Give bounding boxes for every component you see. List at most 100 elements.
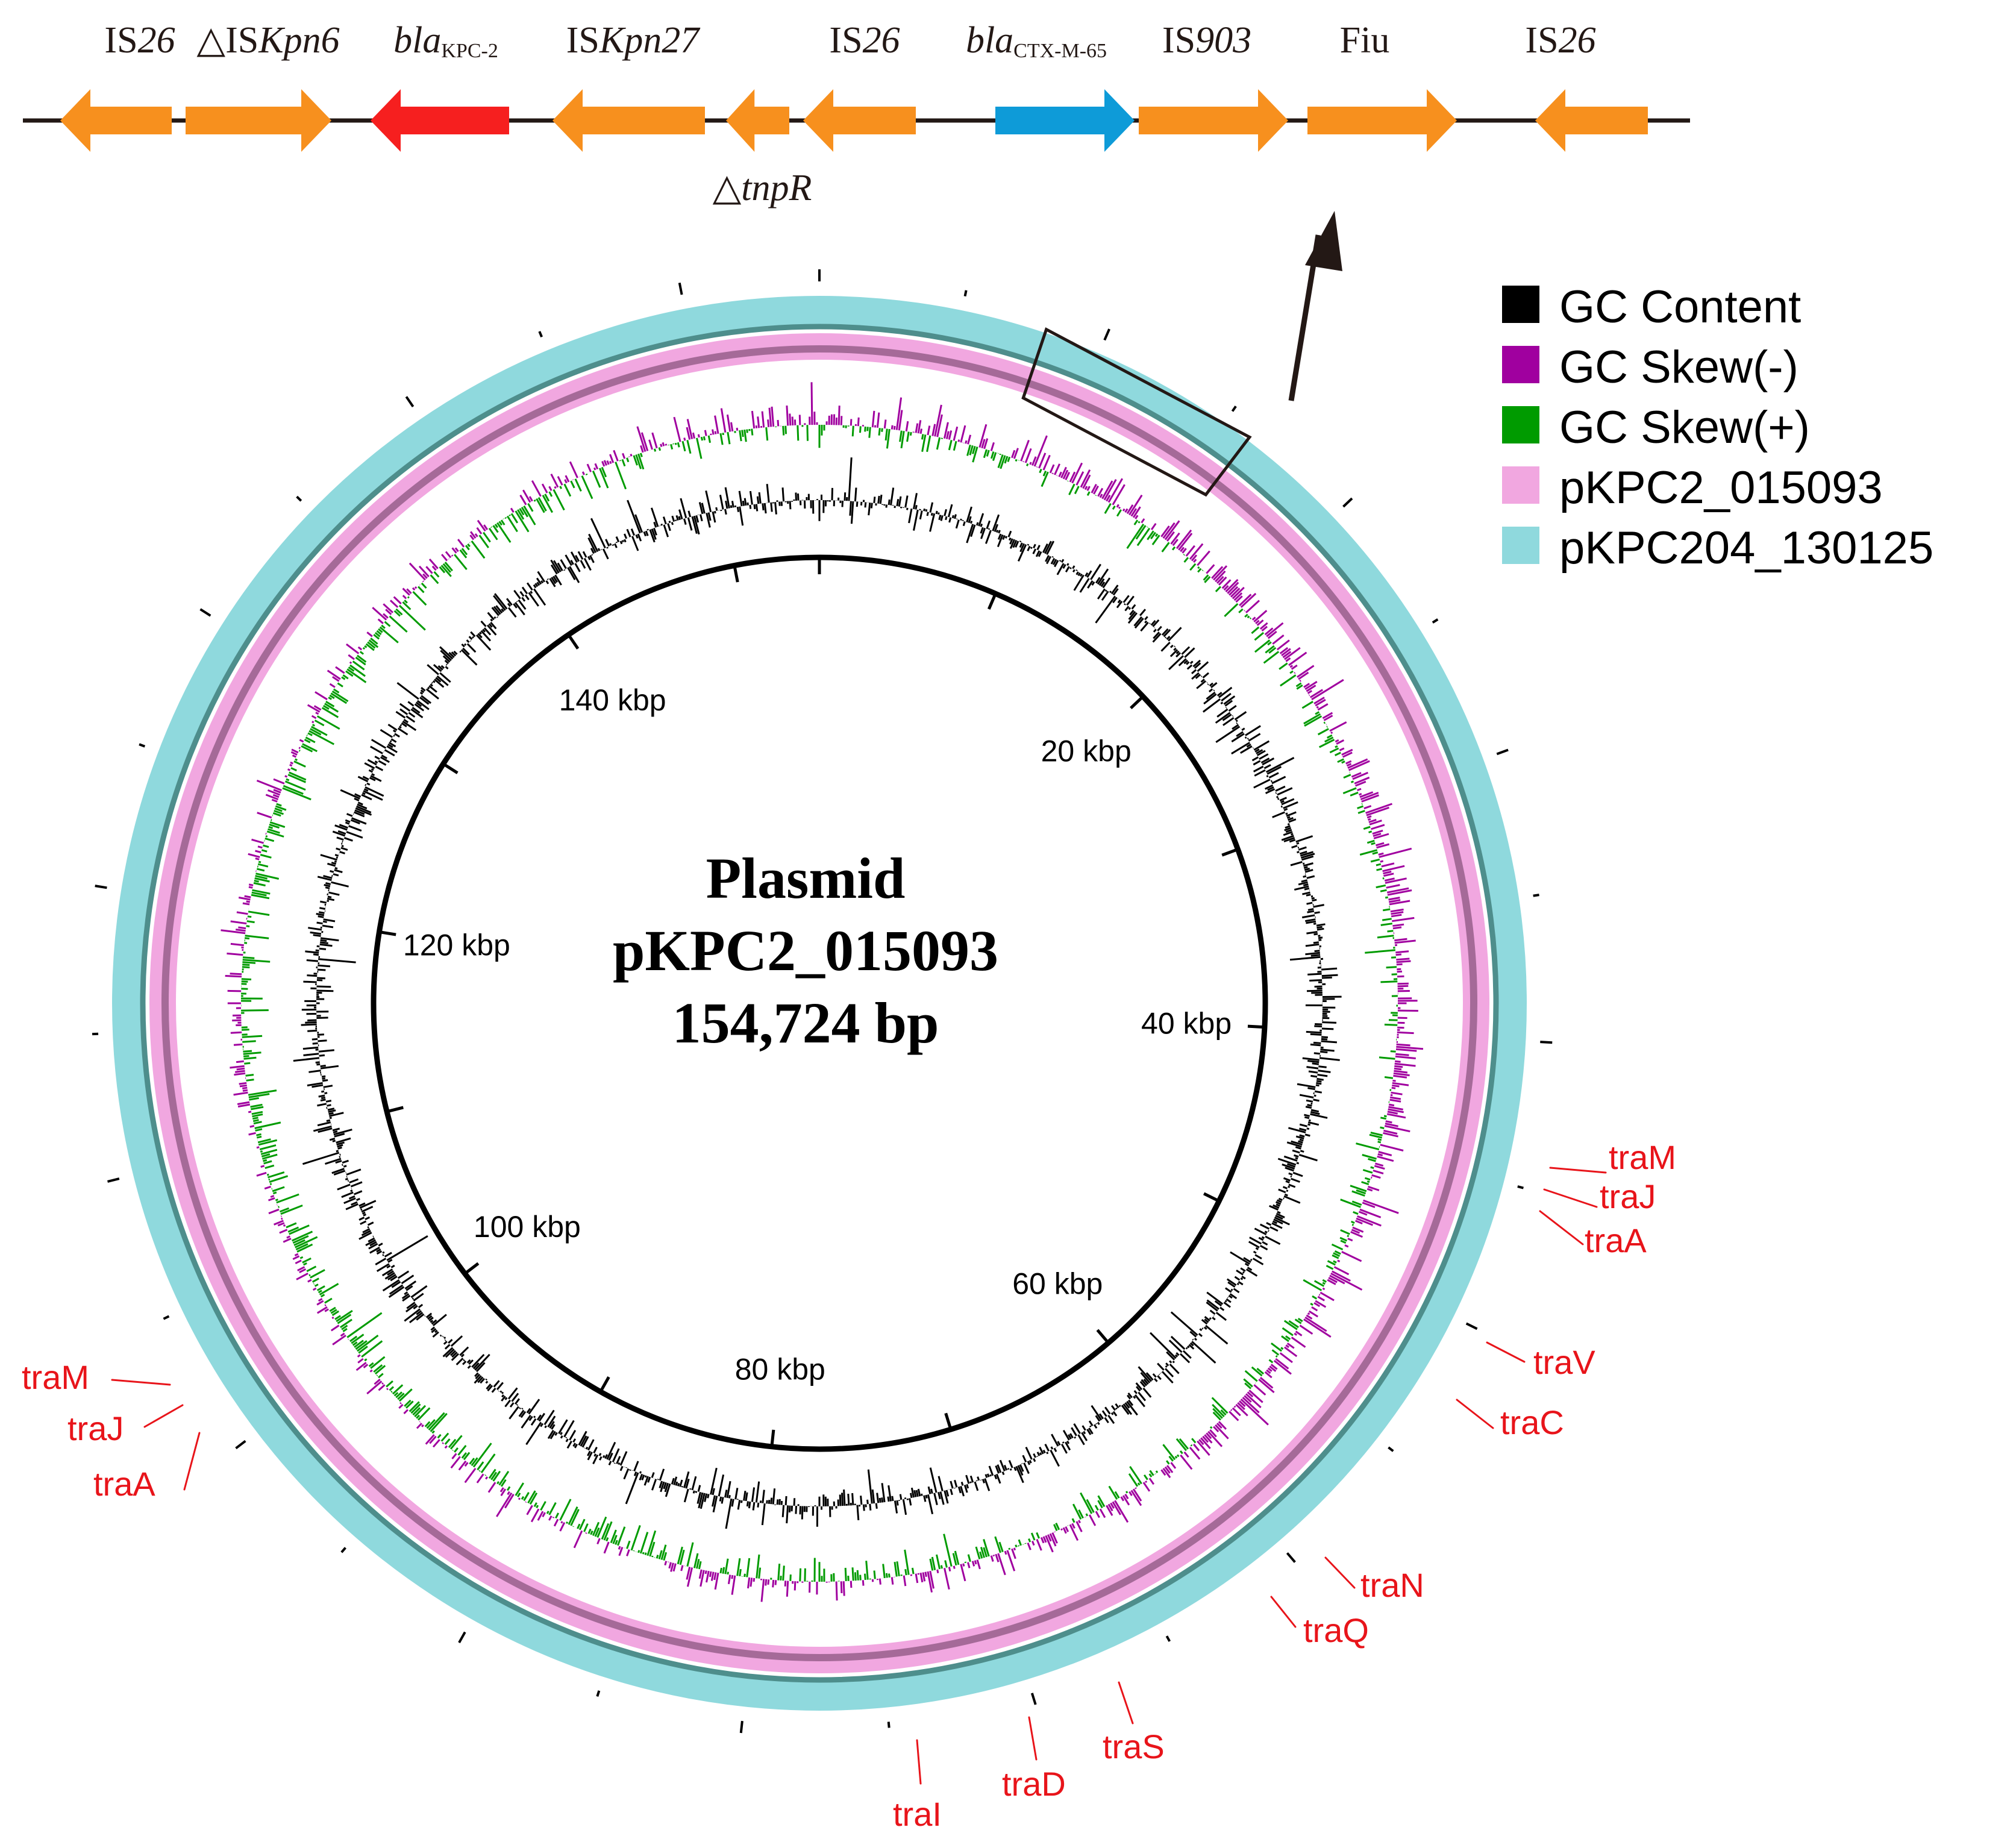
- outer-tick: [107, 1177, 120, 1183]
- tra-label-trA-right: traA: [1585, 1221, 1647, 1259]
- linear-gene-map: IS26 △ISKpn6 blaKPC-2 ISKpn27 △tnpR IS26…: [23, 20, 1690, 208]
- plasmid-title-line2: pKPC2_015093: [613, 918, 998, 983]
- gene-label-tnpr: △tnpR: [713, 168, 812, 208]
- inner-tick: [599, 1376, 610, 1393]
- gene-arrow-2: [371, 89, 509, 152]
- gene-label-iskpn6: △ISKpn6: [196, 20, 339, 61]
- gene-arrow-6: [995, 89, 1135, 152]
- tra-label-trV: traV: [1533, 1343, 1595, 1381]
- gene-label-is26-3: IS26: [1525, 20, 1595, 61]
- inner-tick: [567, 633, 580, 650]
- inner-tick: [733, 565, 739, 583]
- legend-swatch-gc-content: [1502, 286, 1539, 323]
- inner-tick: [770, 1429, 775, 1447]
- tra-label-trJ-left: traJ: [67, 1409, 124, 1447]
- outer-tick: [199, 608, 211, 617]
- inner-tick: [442, 762, 459, 774]
- outer-tick: [1030, 1693, 1037, 1705]
- outer-ticks: [92, 269, 1553, 1734]
- highlight-box: [1021, 327, 1252, 497]
- gc-skew-negative-series: [221, 382, 1424, 1602]
- scale-label-140kbp: 140 kbp: [559, 683, 666, 717]
- gene-label-is26-1: IS26: [104, 20, 175, 61]
- scale-label-80kbp: 80 kbp: [735, 1353, 825, 1386]
- gc-skew-positive-series: [240, 424, 1398, 1582]
- outer-tick: [296, 495, 302, 502]
- circular-map: 20 kbp 40 kbp 60 kbp 80 kbp 100 kbp 120 kbp 14…: [92, 211, 1553, 1734]
- tra-label-trD: traD: [1002, 1765, 1066, 1803]
- outer-tick: [1517, 1185, 1524, 1189]
- inner-tick: [1221, 848, 1239, 857]
- gene-arrow-8: [1307, 89, 1457, 152]
- legend-swatch-gc-skew-pos: [1502, 406, 1539, 443]
- scale-label-20kbp: 20 kbp: [1041, 734, 1132, 768]
- outer-tick: [235, 1440, 246, 1450]
- outer-tick: [1496, 748, 1509, 756]
- gc-content-series: [293, 457, 1342, 1529]
- gene-arrow-9: [1535, 89, 1648, 152]
- legend-swatch-pkpc204: [1502, 527, 1539, 564]
- gene-arrow-3: [553, 89, 705, 152]
- legend-swatch-pkpc2: [1502, 466, 1539, 504]
- inner-tick: [1130, 695, 1144, 710]
- inner-tick: [1247, 1024, 1265, 1029]
- plasmid-title-line3: 154,724 bp: [672, 991, 939, 1055]
- inner-tick: [944, 1412, 953, 1430]
- gene-label-blactxm65: blaCTX-M-65: [966, 20, 1107, 62]
- tra-label-trN: traN: [1360, 1566, 1424, 1604]
- legend-label-gc-skew-neg: GC Skew(-): [1559, 342, 1798, 393]
- tra-label-trI: traI: [893, 1795, 942, 1833]
- gc-content-track: [293, 457, 1342, 1529]
- scale-label-100kbp: 100 kbp: [474, 1210, 581, 1244]
- gene-label-iskpn27: ISKpn27: [566, 20, 701, 61]
- tra-label-trM-left: traM: [22, 1358, 89, 1396]
- ring-pkpc2-inner-band: [161, 345, 1477, 1661]
- tra-label-trM-right: traM: [1609, 1138, 1676, 1176]
- outer-tick: [405, 396, 415, 407]
- legend-label-gc-skew-pos: GC Skew(+): [1559, 402, 1810, 453]
- ring-pkpc204-inner-edge: [140, 324, 1499, 1683]
- outer-tick: [1165, 1635, 1171, 1642]
- outer-tick: [1103, 328, 1110, 341]
- outer-tick: [163, 1315, 170, 1320]
- gene-arrow-4: [726, 89, 789, 152]
- legend-label-pkpc204: pKPC204_130125: [1559, 522, 1933, 574]
- legend-label-gc-content: GC Content: [1559, 281, 1801, 333]
- ring-pkpc204: [112, 296, 1527, 1711]
- gene-arrow-7: [1139, 89, 1288, 152]
- inner-tick: [464, 1262, 480, 1275]
- gene-label-is903: IS903: [1162, 20, 1251, 61]
- inner-tick: [379, 930, 396, 936]
- outer-tick: [1231, 406, 1237, 412]
- gene-label-fiu: Fiu: [1340, 20, 1390, 61]
- tra-label-trS: traS: [1103, 1728, 1165, 1766]
- outer-tick: [458, 1631, 466, 1644]
- outer-tick: [1286, 1552, 1296, 1563]
- outer-tick: [678, 282, 683, 295]
- outer-tick: [739, 1720, 743, 1734]
- outer-tick: [1342, 497, 1353, 508]
- tra-label-trQ: traQ: [1303, 1611, 1369, 1649]
- tra-label-trJ-right: traJ: [1600, 1177, 1656, 1215]
- plasmid-title-line1: Plasmid: [706, 846, 906, 910]
- inner-tick: [1203, 1192, 1220, 1203]
- gc-skew-track: [221, 382, 1424, 1602]
- highlight-arrowhead-icon: [1305, 211, 1342, 271]
- gene-arrow-0: [60, 89, 172, 152]
- outer-tick: [1465, 1322, 1478, 1330]
- outer-tick: [95, 885, 107, 889]
- outer-tick: [1388, 1446, 1394, 1452]
- highlight-region: [1021, 211, 1342, 497]
- gene-arrow-5: [803, 89, 916, 152]
- legend: GC Content GC Skew(-) GC Skew(+) pKPC2_0…: [1502, 281, 1933, 574]
- scale-label-120kbp: 120 kbp: [403, 928, 510, 962]
- outer-tick: [139, 743, 146, 748]
- inner-ticks: [379, 557, 1265, 1447]
- scale-label-40kbp: 40 kbp: [1141, 1007, 1232, 1041]
- gene-label-is26-2: IS26: [829, 20, 900, 61]
- inner-tick: [987, 593, 997, 610]
- outer-tick: [538, 331, 543, 337]
- legend-swatch-gc-skew-neg: [1502, 346, 1539, 383]
- inner-tick: [386, 1106, 404, 1114]
